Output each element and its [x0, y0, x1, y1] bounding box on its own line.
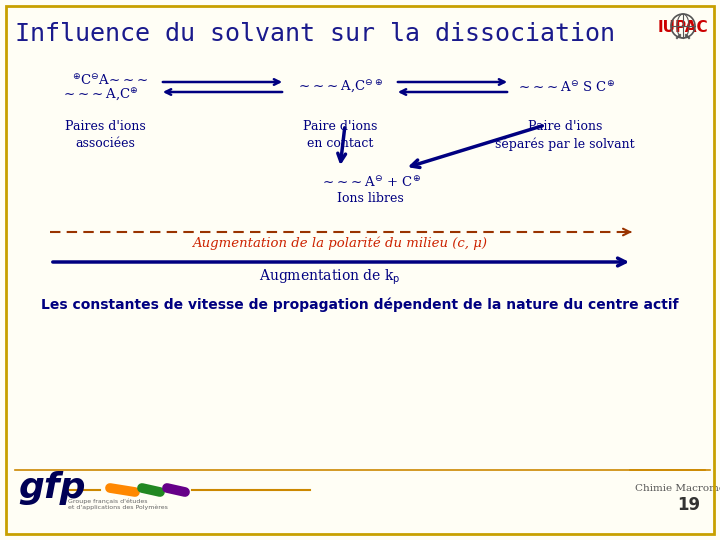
Text: IUPAC: IUPAC — [657, 20, 708, 35]
Text: Paires d'ions
associées: Paires d'ions associées — [65, 120, 145, 150]
Text: Paire d'ions
séparés par le solvant: Paire d'ions séparés par le solvant — [495, 120, 635, 151]
Text: 19: 19 — [677, 496, 700, 514]
Text: gfp: gfp — [18, 471, 86, 505]
Text: $^{\oplus}$C$^{\ominus}$A$\!\sim\!\sim\!\sim$: $^{\oplus}$C$^{\ominus}$A$\!\sim\!\sim\!… — [72, 72, 148, 87]
Text: Chimie Macromoléculaire/ Polymérisation ionique: Chimie Macromoléculaire/ Polymérisation … — [635, 483, 720, 492]
Text: Influence du solvant sur la dissociation: Influence du solvant sur la dissociation — [15, 22, 615, 46]
Text: Ions libres: Ions libres — [337, 192, 403, 205]
Text: $\sim\!\sim\!\sim$A,C$^{\ominus\oplus}$: $\sim\!\sim\!\sim$A,C$^{\ominus\oplus}$ — [297, 79, 384, 95]
Text: Augmentation de la polarité du milieu (c, μ): Augmentation de la polarité du milieu (c… — [192, 237, 487, 251]
Text: $\sim\!\sim\!\sim$A$^{\ominus}$ + C$^{\oplus}$: $\sim\!\sim\!\sim$A$^{\ominus}$ + C$^{\o… — [320, 174, 420, 190]
Text: Les constantes de vitesse de propagation dépendent de la nature du centre actif: Les constantes de vitesse de propagation… — [41, 298, 679, 313]
Text: Groupe français d'études
et d'applications des Polymères: Groupe français d'études et d'applicatio… — [68, 498, 168, 510]
Text: $\sim\!\sim\!\sim$A$^{\ominus}$ S C$^{\oplus}$: $\sim\!\sim\!\sim$A$^{\ominus}$ S C$^{\o… — [516, 79, 614, 94]
Text: Augmentation de k$_\mathrm{p}$: Augmentation de k$_\mathrm{p}$ — [259, 268, 401, 287]
Text: $\sim\!\sim\!\sim$A,C$^{\oplus}$: $\sim\!\sim\!\sim$A,C$^{\oplus}$ — [61, 87, 139, 103]
Text: Paire d'ions
en contact: Paire d'ions en contact — [303, 120, 377, 150]
